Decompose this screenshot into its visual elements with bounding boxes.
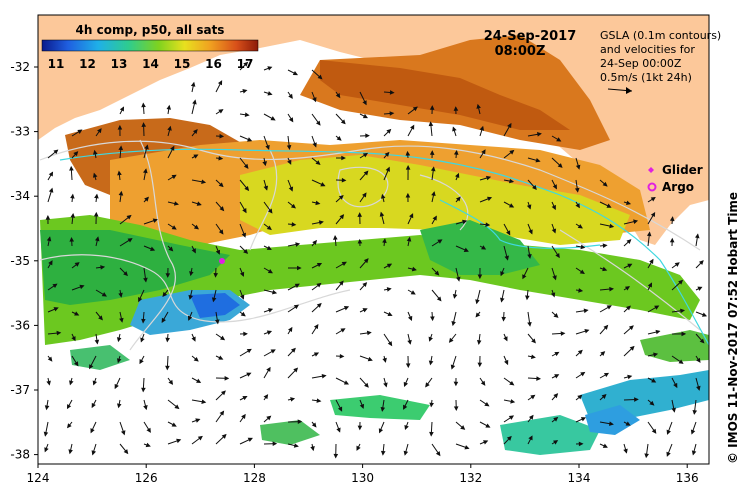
x-tick-label: 132	[459, 471, 482, 485]
colorbar-tick-label: 11	[48, 57, 65, 71]
x-axis-ticks: 124 126 128 130 132 134 136	[27, 464, 699, 485]
legend-line-3: 24-Sep 00:00Z	[600, 57, 682, 70]
colorbar-tick-label: 17	[237, 57, 254, 71]
x-tick-label: 126	[135, 471, 158, 485]
colorbar-tick-label: 13	[111, 57, 128, 71]
date-label: 24-Sep-2017	[484, 29, 577, 44]
y-tick-label: -34	[10, 189, 30, 203]
y-tick-label: -35	[10, 254, 30, 268]
time-label: 08:00Z	[495, 44, 546, 59]
legend-line-4: 0.5m/s (1kt 24h)	[600, 71, 692, 84]
y-tick-label: -37	[10, 383, 30, 397]
colorbar-tick-label: 15	[174, 57, 191, 71]
y-tick-label: -36	[10, 318, 30, 332]
colorbar-title: 4h comp, p50, all sats	[76, 23, 225, 37]
credit-label: © IMOS 11-Nov-2017 07:52 Hobart Time	[726, 192, 740, 464]
x-tick-label: 130	[351, 471, 374, 485]
legend-line-1: GSLA (0.1m contours)	[600, 29, 721, 42]
colorbar-tick-label: 16	[205, 57, 222, 71]
x-tick-label: 128	[243, 471, 266, 485]
x-tick-label: 134	[568, 471, 591, 485]
y-axis-ticks: -32 -33 -34 -35 -36 -37 -38	[10, 60, 38, 462]
y-tick-label: -33	[10, 125, 30, 139]
x-tick-label: 136	[676, 471, 699, 485]
x-tick-label: 124	[27, 471, 50, 485]
y-tick-label: -32	[10, 60, 30, 74]
colorbar-tick-label: 14	[142, 57, 159, 71]
legend-line-2: and velocities for	[600, 43, 695, 56]
glider-position	[219, 258, 225, 264]
argo-legend-label: Argo	[662, 180, 694, 194]
colorbar-tick-label: 12	[79, 57, 96, 71]
glider-legend-label: Glider	[662, 163, 703, 177]
y-tick-label: -38	[10, 448, 30, 462]
colorbar	[42, 40, 258, 51]
